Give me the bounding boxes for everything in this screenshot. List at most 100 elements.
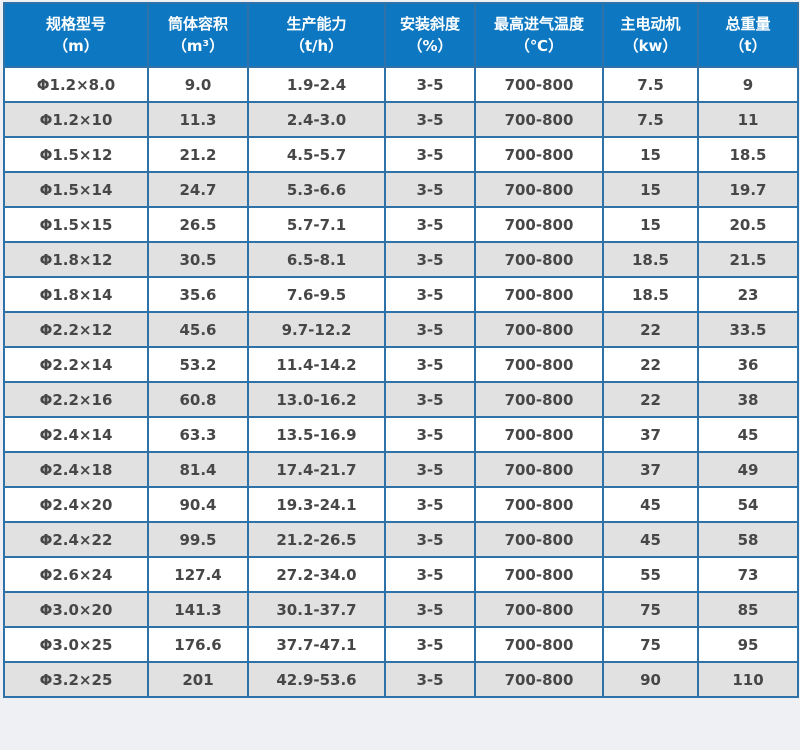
table-row: Φ1.5×14 24.7 5.3-6.6 3-5 700-800 15 19.7 bbox=[3, 171, 799, 208]
cell: 3-5 bbox=[384, 486, 476, 523]
cell: 3-5 bbox=[384, 136, 476, 173]
cell: 75 bbox=[602, 626, 699, 663]
cell: 15 bbox=[602, 136, 699, 173]
cell: 27.2-34.0 bbox=[247, 556, 386, 593]
cell: Φ1.5×14 bbox=[3, 171, 149, 208]
cell: 75 bbox=[602, 591, 699, 628]
cell: 3-5 bbox=[384, 381, 476, 418]
cell: 700-800 bbox=[474, 661, 604, 698]
cell: 3-5 bbox=[384, 346, 476, 383]
cell: 11.3 bbox=[147, 101, 249, 138]
column-unit: （t/h） bbox=[289, 37, 344, 55]
cell: 3-5 bbox=[384, 416, 476, 453]
column-unit: （m） bbox=[53, 37, 99, 55]
cell: 3-5 bbox=[384, 521, 476, 558]
cell: 33.5 bbox=[697, 311, 799, 348]
cell: 700-800 bbox=[474, 591, 604, 628]
cell: 110 bbox=[697, 661, 799, 698]
cell: 3-5 bbox=[384, 66, 476, 103]
cell: 700-800 bbox=[474, 346, 604, 383]
cell: 3-5 bbox=[384, 591, 476, 628]
table-row: Φ1.2×10 11.3 2.4-3.0 3-5 700-800 7.5 11 bbox=[3, 101, 799, 138]
cell: 13.0-16.2 bbox=[247, 381, 386, 418]
column-unit: （%） bbox=[407, 37, 453, 55]
column-unit: （m³） bbox=[171, 37, 225, 55]
header-cell: 安装斜度 （%） bbox=[384, 2, 476, 68]
cell: 700-800 bbox=[474, 486, 604, 523]
cell: 3-5 bbox=[384, 101, 476, 138]
cell: 30.1-37.7 bbox=[247, 591, 386, 628]
cell: 36 bbox=[697, 346, 799, 383]
cell: 21.2 bbox=[147, 136, 249, 173]
cell: 700-800 bbox=[474, 451, 604, 488]
cell: 37 bbox=[602, 451, 699, 488]
cell: 9 bbox=[697, 66, 799, 103]
table-row: Φ2.2×14 53.2 11.4-14.2 3-5 700-800 22 36 bbox=[3, 346, 799, 383]
cell: 7.5 bbox=[602, 101, 699, 138]
column-label: 总重量 bbox=[725, 15, 771, 33]
table-row: Φ3.0×25 176.6 37.7-47.1 3-5 700-800 75 95 bbox=[3, 626, 799, 663]
cell: 700-800 bbox=[474, 101, 604, 138]
table-row: Φ2.4×20 90.4 19.3-24.1 3-5 700-800 45 54 bbox=[3, 486, 799, 523]
cell: Φ2.2×14 bbox=[3, 346, 149, 383]
cell: 15 bbox=[602, 171, 699, 208]
table-row: Φ2.2×12 45.6 9.7-12.2 3-5 700-800 22 33.5 bbox=[3, 311, 799, 348]
table-row: Φ2.4×14 63.3 13.5-16.9 3-5 700-800 37 45 bbox=[3, 416, 799, 453]
cell: 53.2 bbox=[147, 346, 249, 383]
table-row: Φ3.2×25 201 42.9-53.6 3-5 700-800 90 110 bbox=[3, 661, 799, 698]
header-cell: 总重量 （t） bbox=[697, 2, 799, 68]
cell: 700-800 bbox=[474, 276, 604, 313]
cell: 49 bbox=[697, 451, 799, 488]
cell: 60.8 bbox=[147, 381, 249, 418]
column-label: 最高进气温度 bbox=[493, 15, 584, 33]
cell: 23 bbox=[697, 276, 799, 313]
cell: 6.5-8.1 bbox=[247, 241, 386, 278]
cell: 73 bbox=[697, 556, 799, 593]
cell: Φ1.5×15 bbox=[3, 206, 149, 243]
cell: 1.9-2.4 bbox=[247, 66, 386, 103]
cell: 3-5 bbox=[384, 276, 476, 313]
column-label: 生产能力 bbox=[286, 15, 347, 33]
cell: 81.4 bbox=[147, 451, 249, 488]
cell: 45 bbox=[697, 416, 799, 453]
cell: Φ3.0×20 bbox=[3, 591, 149, 628]
cell: 45 bbox=[602, 486, 699, 523]
cell: 141.3 bbox=[147, 591, 249, 628]
cell: 9.7-12.2 bbox=[247, 311, 386, 348]
cell: 24.7 bbox=[147, 171, 249, 208]
cell: 35.6 bbox=[147, 276, 249, 313]
table-row: Φ1.5×12 21.2 4.5-5.7 3-5 700-800 15 18.5 bbox=[3, 136, 799, 173]
cell: Φ2.2×12 bbox=[3, 311, 149, 348]
cell: 3-5 bbox=[384, 171, 476, 208]
column-label: 安装斜度 bbox=[399, 15, 460, 33]
cell: 37.7-47.1 bbox=[247, 626, 386, 663]
cell: 2.4-3.0 bbox=[247, 101, 386, 138]
cell: 700-800 bbox=[474, 171, 604, 208]
table-row: Φ2.4×18 81.4 17.4-21.7 3-5 700-800 37 49 bbox=[3, 451, 799, 488]
cell: Φ2.4×14 bbox=[3, 416, 149, 453]
cell: 176.6 bbox=[147, 626, 249, 663]
cell: 3-5 bbox=[384, 451, 476, 488]
table-row: Φ1.2×8.0 9.0 1.9-2.4 3-5 700-800 7.5 9 bbox=[3, 66, 799, 103]
header-cell: 最高进气温度 （℃） bbox=[474, 2, 604, 68]
column-label: 主电动机 bbox=[620, 15, 681, 33]
cell: 3-5 bbox=[384, 661, 476, 698]
cell: 19.3-24.1 bbox=[247, 486, 386, 523]
cell: 22 bbox=[602, 311, 699, 348]
cell: 700-800 bbox=[474, 241, 604, 278]
header-cell: 主电动机 （kw） bbox=[602, 2, 699, 68]
cell: 700-800 bbox=[474, 381, 604, 418]
cell: 201 bbox=[147, 661, 249, 698]
cell: Φ1.5×12 bbox=[3, 136, 149, 173]
cell: 11 bbox=[697, 101, 799, 138]
cell: 90 bbox=[602, 661, 699, 698]
table-row: Φ2.4×22 99.5 21.2-26.5 3-5 700-800 45 58 bbox=[3, 521, 799, 558]
cell: 7.5 bbox=[602, 66, 699, 103]
cell: Φ2.4×18 bbox=[3, 451, 149, 488]
cell: 700-800 bbox=[474, 206, 604, 243]
cell: 17.4-21.7 bbox=[247, 451, 386, 488]
cell: 15 bbox=[602, 206, 699, 243]
cell: Φ2.4×20 bbox=[3, 486, 149, 523]
cell: 85 bbox=[697, 591, 799, 628]
cell: 21.2-26.5 bbox=[247, 521, 386, 558]
